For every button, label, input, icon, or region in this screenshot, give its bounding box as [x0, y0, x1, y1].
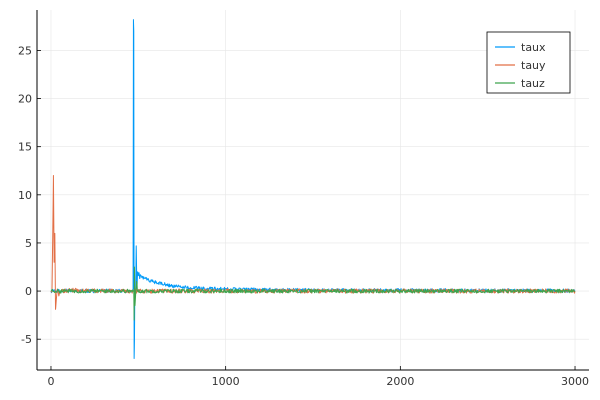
- x-tick-label: 3000: [561, 375, 589, 388]
- legend: taux tauy tauz: [486, 31, 571, 94]
- x-axis-ticks: 0 1000 2000 3000: [47, 366, 589, 388]
- legend-label-tauy: tauy: [521, 59, 546, 72]
- x-tick-label: 2000: [386, 375, 414, 388]
- y-tick-label: -5: [21, 333, 32, 346]
- series-lines: [50, 19, 576, 359]
- y-axis-ticks: -5 0 5 10 15 20 25: [18, 44, 41, 346]
- series-line-taux: [50, 19, 576, 359]
- series-line-tauy: [50, 175, 576, 310]
- legend-label-taux: taux: [521, 41, 546, 54]
- x-tick-label: 0: [47, 375, 54, 388]
- y-tick-label: 25: [18, 44, 32, 57]
- y-tick-label: 20: [18, 93, 32, 106]
- legend-box: [486, 31, 571, 94]
- axes: [36, 10, 589, 371]
- y-tick-label: 15: [18, 141, 32, 154]
- y-tick-label: 5: [25, 237, 32, 250]
- series-line-tauz: [50, 266, 576, 321]
- legend-label-tauz: tauz: [521, 77, 545, 90]
- x-tick-label: 1000: [212, 375, 240, 388]
- y-tick-label: 0: [25, 285, 32, 298]
- y-tick-label: 10: [18, 189, 32, 202]
